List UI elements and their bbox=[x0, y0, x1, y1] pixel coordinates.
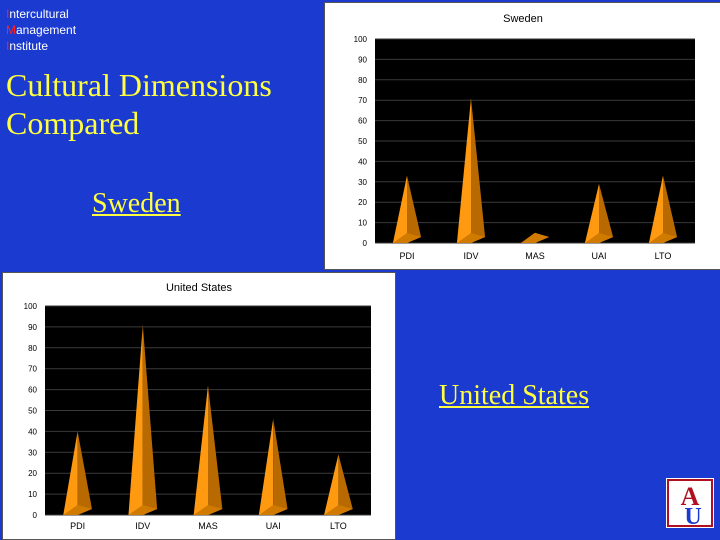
brand-line-1: Intercultural bbox=[6, 7, 69, 21]
logo-letter-a: A bbox=[681, 482, 700, 511]
x-tick-label: PDI bbox=[70, 521, 85, 531]
bar-base bbox=[520, 233, 550, 243]
x-tick-label: MAS bbox=[198, 521, 218, 531]
bar-face bbox=[63, 431, 78, 515]
slide-title-line-2: Compared bbox=[6, 105, 140, 141]
bar-face bbox=[193, 385, 208, 515]
bar-base bbox=[584, 233, 614, 243]
bar-face bbox=[128, 324, 143, 515]
american-university-logo: A U bbox=[666, 478, 714, 528]
y-tick-label: 50 bbox=[358, 137, 367, 146]
bar-base bbox=[392, 233, 422, 243]
y-tick-label: 10 bbox=[28, 490, 37, 499]
y-tick-label: 80 bbox=[28, 344, 37, 353]
y-tick-label: 0 bbox=[33, 511, 38, 520]
y-tick-label: 20 bbox=[358, 198, 367, 207]
y-tick-label: 10 bbox=[358, 219, 367, 228]
sweden-link[interactable]: Sweden bbox=[92, 188, 181, 219]
y-tick-label: 0 bbox=[363, 239, 368, 248]
y-tick-label: 30 bbox=[358, 178, 367, 187]
x-tick-label: MAS bbox=[525, 251, 545, 261]
chart-title: United States bbox=[166, 282, 233, 294]
bar-side bbox=[663, 175, 678, 243]
x-tick-label: IDV bbox=[135, 521, 150, 531]
x-tick-label: IDV bbox=[463, 251, 478, 261]
bar-side bbox=[471, 98, 486, 243]
institute-brand: Intercultural Management Institute bbox=[6, 6, 76, 54]
bar-side bbox=[338, 454, 353, 515]
sweden-chart: Sweden 0 10 20 30 40 50 60 70 80 90 100 PDI IDV MAS UAI… bbox=[354, 13, 695, 261]
bar-side bbox=[208, 385, 223, 515]
y-tick-label: 50 bbox=[28, 407, 37, 416]
bar-side bbox=[273, 418, 288, 515]
logo-letter-u: U bbox=[684, 504, 701, 528]
bar-mas bbox=[193, 385, 223, 515]
bar-side bbox=[599, 183, 614, 243]
bar-base bbox=[193, 505, 223, 515]
y-tick-label: 30 bbox=[28, 448, 37, 457]
x-tick-label: LTO bbox=[655, 251, 672, 261]
bar-face bbox=[324, 454, 339, 515]
x-tick-label: UAI bbox=[266, 521, 281, 531]
united-states-chart-panel: United States 0 10 20 30 40 50 60 70 80 90 100 PDI ID… bbox=[2, 272, 396, 540]
y-tick-label: 100 bbox=[354, 35, 368, 44]
bar-idv bbox=[128, 324, 158, 515]
bar-side bbox=[142, 324, 158, 515]
x-tick-label: LTO bbox=[330, 521, 347, 531]
bar-lto bbox=[324, 454, 353, 515]
brand-line-2: Management bbox=[6, 23, 77, 37]
y-tick-label: 60 bbox=[28, 386, 37, 395]
y-tick-label: 70 bbox=[28, 365, 37, 374]
y-tick-label: 100 bbox=[24, 302, 38, 311]
logo-graphic: A U bbox=[666, 478, 714, 528]
bar-side bbox=[407, 175, 422, 243]
x-tick-label: PDI bbox=[399, 251, 414, 261]
bar-face bbox=[392, 175, 407, 243]
y-tick-label: 70 bbox=[358, 96, 367, 105]
bar-pdi bbox=[392, 175, 422, 243]
bar-base bbox=[63, 505, 92, 515]
slide-title-line-1: Cultural Dimensions bbox=[6, 67, 272, 103]
bar-base bbox=[128, 505, 158, 515]
x-tick-label: UAI bbox=[591, 251, 606, 261]
bar-idv bbox=[456, 98, 486, 243]
united-states-link[interactable]: United States bbox=[439, 380, 590, 411]
united-states-chart: United States 0 10 20 30 40 50 60 70 80 90 100 PDI ID… bbox=[24, 282, 371, 531]
y-tick-label: 90 bbox=[28, 323, 37, 332]
slide-title: Cultural Dimensions Compared bbox=[6, 66, 272, 142]
bar-face bbox=[456, 98, 471, 243]
bar-base bbox=[258, 505, 288, 515]
bar-face bbox=[258, 418, 274, 515]
y-tick-label: 60 bbox=[358, 117, 367, 126]
y-tick-label: 20 bbox=[28, 469, 37, 478]
brand-line-3: Institute bbox=[6, 39, 49, 53]
bar-uai bbox=[258, 418, 288, 515]
sweden-chart-panel: Sweden 0 10 20 30 40 50 60 70 80 90 100 PDI IDV MAS UAI… bbox=[324, 2, 720, 270]
bar-base bbox=[324, 505, 353, 515]
bar-base bbox=[648, 233, 678, 243]
bar-pdi bbox=[63, 431, 92, 515]
bar-base bbox=[456, 233, 486, 243]
y-tick-label: 90 bbox=[358, 55, 367, 64]
bar-uai bbox=[584, 183, 614, 243]
bar-side bbox=[77, 431, 92, 515]
y-tick-label: 40 bbox=[358, 157, 367, 166]
chart-title: Sweden bbox=[503, 13, 543, 25]
y-tick-label: 40 bbox=[28, 427, 37, 436]
y-tick-label: 80 bbox=[358, 76, 367, 85]
